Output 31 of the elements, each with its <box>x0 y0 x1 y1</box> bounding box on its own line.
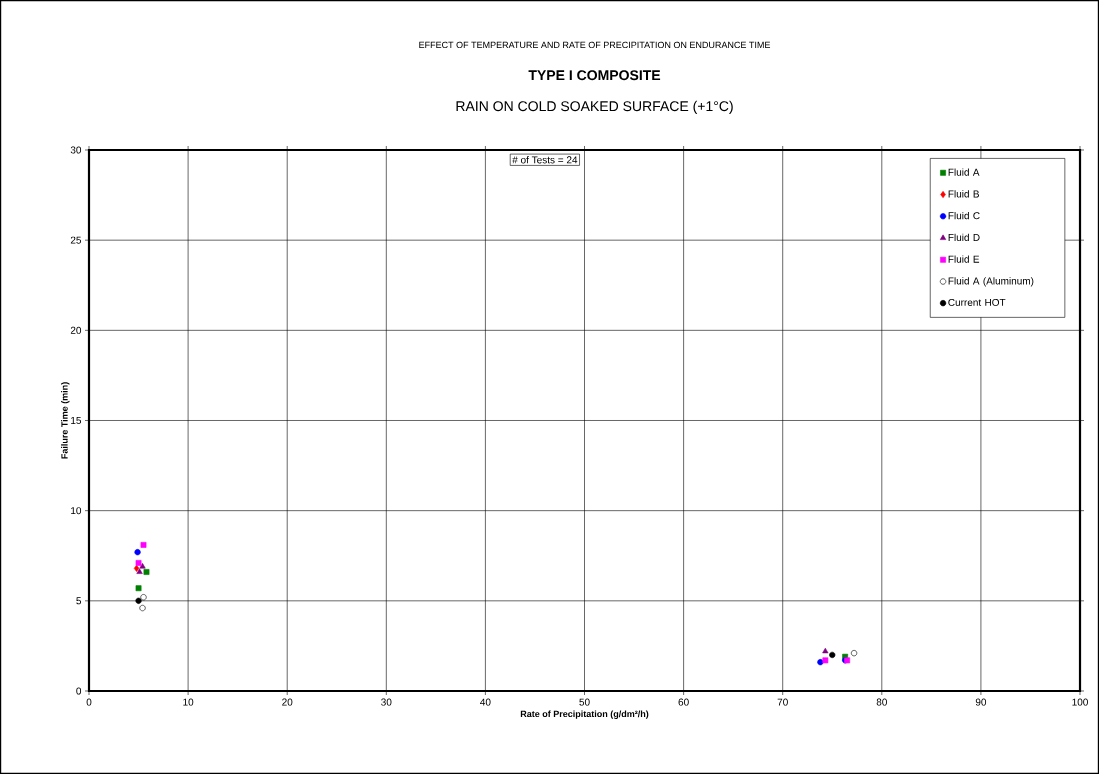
y-axis-title: Failure Time (min) <box>61 382 70 459</box>
x-tick-label: 10 <box>183 698 194 706</box>
y-tick-label: 0 <box>76 687 82 695</box>
legend-label: Fluid D <box>948 233 980 241</box>
x-tick-label: 80 <box>876 698 887 706</box>
y-tick-label: 10 <box>71 507 82 515</box>
text: EFFECT OF TEMPERATURE AND RATE OF PRECIPITATION ON ENDURANCE TIME <box>419 41 771 49</box>
x-tick-label: 70 <box>777 698 788 706</box>
y-tick-label: 15 <box>71 417 82 424</box>
x-tick-label: 30 <box>381 698 392 706</box>
y-tick-label: 25 <box>70 236 82 244</box>
x-tick-label: 100 <box>1072 698 1088 706</box>
legend-label: Fluid E <box>948 255 980 263</box>
legend-label: Fluid C <box>948 211 980 220</box>
x-tick-label: 20 <box>282 698 293 706</box>
legend-label: Current HOT <box>948 298 1006 306</box>
x-tick-label: 0 <box>86 698 92 706</box>
legend-label: Fluid B <box>948 190 979 198</box>
y-tick-label: 30 <box>70 146 82 154</box>
legend-label: Fluid A <box>948 168 980 176</box>
x-axis-title: Rate of Precipitation (g/dm²/h) <box>520 710 649 719</box>
y-tick-label: 20 <box>70 326 82 334</box>
x-tick-label: 40 <box>480 698 491 706</box>
chart-subtitle: RAIN ON COLD SOAKED SURFACE (+1°C) <box>456 100 733 114</box>
x-tick-label: 50 <box>579 698 590 706</box>
y-tick-label: 5 <box>76 597 82 605</box>
chart-title: TYPE I COMPOSITE <box>528 70 661 81</box>
legend-label: Fluid A (Aluminum) <box>948 277 1034 287</box>
annotation: # of Tests = 24 <box>512 156 578 164</box>
x-tick-label: 60 <box>678 698 689 706</box>
x-tick-label: 90 <box>975 698 987 706</box>
